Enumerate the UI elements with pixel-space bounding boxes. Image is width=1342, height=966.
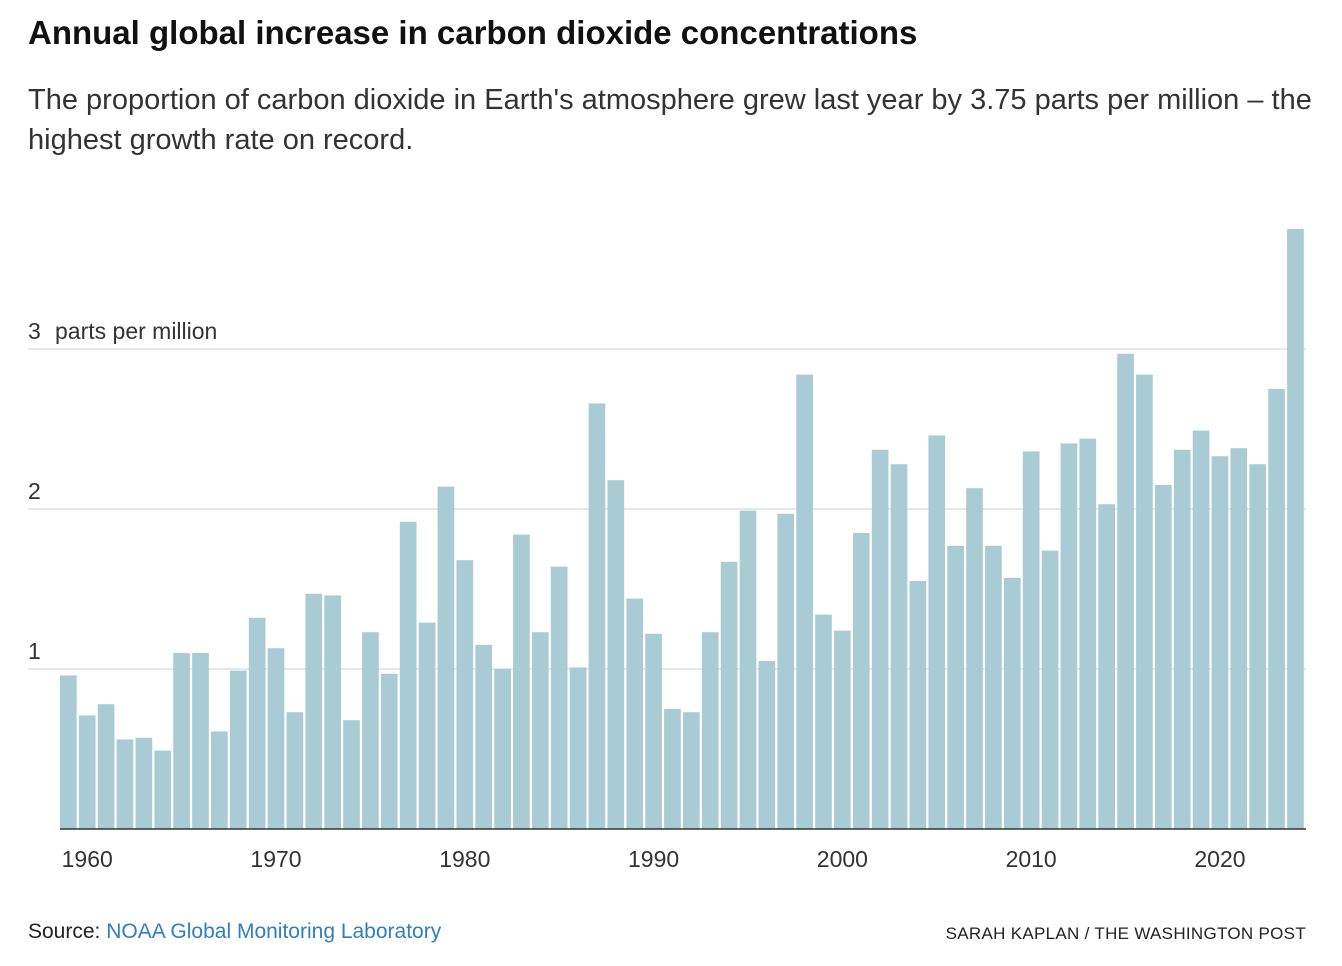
bar-2016: [1136, 374, 1153, 829]
bar-1967: [211, 731, 228, 829]
y-tick-label-1: 1: [28, 638, 41, 664]
bar-2012: [1060, 443, 1078, 829]
bar-1997: [777, 513, 795, 829]
bar-1966: [192, 653, 209, 829]
bar-1999: [815, 614, 832, 829]
chart-subtitle: The proportion of carbon dioxide in Eart…: [28, 84, 1312, 156]
y-tick-label-2: 2: [28, 478, 41, 504]
x-tick-label-2000: 2000: [817, 846, 868, 872]
bar-1968: [229, 670, 247, 829]
bar-1969: [248, 617, 266, 829]
bar-2009: [1003, 577, 1021, 829]
bar-1982: [494, 669, 511, 829]
bar-1962: [116, 739, 134, 829]
bar-2015: [1117, 353, 1134, 829]
bar-1960: [78, 715, 96, 829]
y-tick-label-3: 3: [28, 318, 41, 344]
bar-1998: [796, 374, 813, 829]
bar-1993: [701, 632, 719, 829]
bar-2003: [890, 464, 908, 829]
bar-2018: [1173, 449, 1191, 829]
bar-2020: [1211, 456, 1229, 829]
bar-1986: [569, 667, 587, 829]
chart-title: Annual global increase in carbon dioxide…: [28, 14, 918, 51]
x-tick-label-1980: 1980: [439, 846, 490, 872]
bar-1987: [588, 403, 606, 829]
bar-2005: [928, 435, 946, 829]
bar-1964: [154, 750, 172, 829]
source-label: Source:: [28, 920, 101, 943]
bar-1975: [362, 632, 379, 829]
bar-2013: [1079, 438, 1097, 829]
bar-1983: [513, 534, 530, 829]
bar-1970: [267, 648, 285, 829]
bars: [60, 229, 1304, 829]
bar-2008: [985, 545, 1002, 829]
bar-2023: [1268, 389, 1285, 829]
x-axis-labels: 1960 1970 1980 1990 2000 2010 2020: [62, 846, 1246, 872]
x-tick-label-1970: 1970: [250, 846, 301, 872]
bar-2004: [909, 581, 927, 829]
bar-2021: [1230, 448, 1248, 829]
bar-1979: [437, 486, 455, 829]
bar-1976: [380, 673, 398, 829]
bar-1989: [626, 598, 644, 829]
bar-1981: [475, 645, 493, 829]
x-tick-label-2010: 2010: [1006, 846, 1057, 872]
byline-credit: SARAH KAPLAN / THE WASHINGTON POST: [945, 924, 1306, 943]
bar-1995: [739, 510, 757, 829]
y-axis-labels: 1 2 3 parts per million: [28, 318, 217, 664]
bar-chart: 1 2 3 parts per million 1960 1970 1980 1990 200…: [28, 229, 1306, 872]
bar-1965: [173, 653, 190, 829]
bar-1973: [324, 595, 341, 829]
y-axis-unit-label: parts per million: [55, 318, 217, 344]
bar-1959: [60, 675, 77, 829]
bar-2019: [1192, 430, 1210, 829]
bar-1996: [758, 661, 776, 829]
x-tick-label-2020: 2020: [1194, 846, 1245, 872]
source-link[interactable]: NOAA Global Monitoring Laboratory: [106, 920, 442, 943]
bar-1984: [531, 632, 549, 829]
bar-1972: [305, 593, 323, 829]
bar-1980: [456, 560, 474, 829]
bar-1963: [135, 737, 153, 829]
bar-2001: [852, 533, 870, 829]
bar-1974: [343, 720, 360, 829]
x-tick-label-1960: 1960: [62, 846, 113, 872]
bar-2022: [1249, 464, 1267, 829]
bar-2024: [1287, 229, 1304, 829]
bar-2000: [834, 630, 851, 829]
bar-1992: [683, 712, 700, 829]
bar-1988: [607, 480, 625, 829]
bar-2006: [947, 545, 964, 829]
bar-1991: [664, 709, 681, 829]
bar-2010: [1022, 451, 1040, 829]
bar-2007: [966, 488, 983, 829]
x-tick-label-1990: 1990: [628, 846, 679, 872]
source-note: Source: NOAA Global Monitoring Laborator…: [28, 920, 441, 944]
bar-1977: [399, 521, 417, 829]
bar-1978: [418, 622, 436, 829]
bar-1994: [720, 561, 738, 829]
bar-2002: [871, 449, 889, 829]
bar-1985: [550, 566, 568, 829]
bar-2017: [1154, 485, 1172, 829]
bar-2014: [1098, 504, 1116, 829]
bar-1961: [97, 704, 115, 829]
bar-2011: [1041, 550, 1059, 829]
bar-1971: [286, 712, 304, 829]
bar-1990: [645, 633, 662, 829]
